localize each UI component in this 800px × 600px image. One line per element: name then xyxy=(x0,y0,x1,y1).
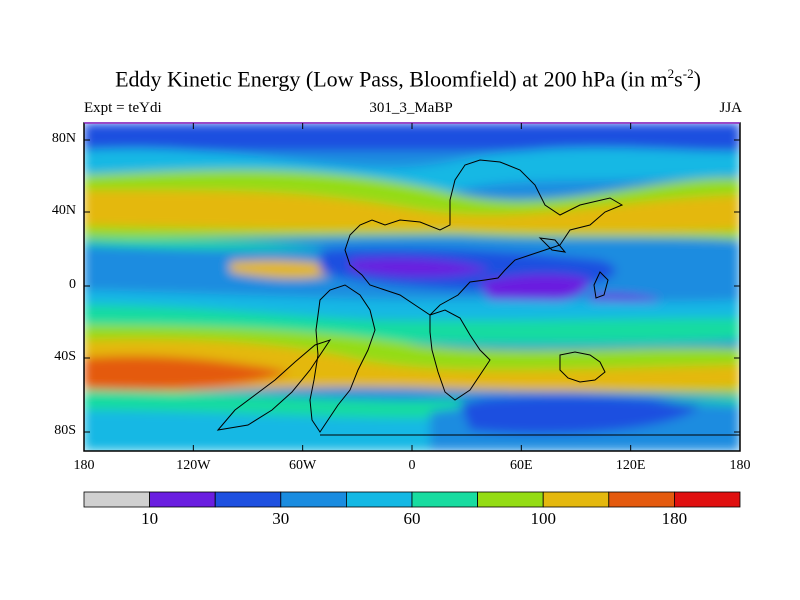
lon-tick-label: 180 xyxy=(729,458,751,473)
lat-tick-label: 0 xyxy=(69,277,76,292)
field-layer xyxy=(84,123,740,451)
colorbar-swatch xyxy=(674,491,741,508)
lon-tick-label: 60W xyxy=(289,458,317,473)
lat-tick-label: 80S xyxy=(54,423,76,438)
lat-tick-label: 40N xyxy=(51,203,76,218)
season-label: JJA xyxy=(719,100,742,116)
colorbar-swatch xyxy=(83,491,150,508)
lon-tick-label: 120E xyxy=(615,458,646,473)
experiment-label: Expt = teYdi xyxy=(84,100,162,116)
colorbar-label: 60 xyxy=(403,509,421,528)
colorbar-swatch xyxy=(411,491,478,508)
lon-tick-label: 0 xyxy=(408,458,416,473)
colorbar-label: 100 xyxy=(530,509,556,528)
colorbar-label: 10 xyxy=(141,509,159,528)
lat-tick-label: 80N xyxy=(51,131,76,146)
colorbar-swatch xyxy=(542,491,610,508)
lon-tick-label: 120W xyxy=(176,458,211,473)
lon-tick-label: 60E xyxy=(510,458,533,473)
continent-outlines xyxy=(216,159,740,436)
colorbar-swatch xyxy=(608,491,675,508)
colorbar-label: 30 xyxy=(272,509,290,528)
colorbar-swatch xyxy=(214,491,282,508)
colorbar-swatch xyxy=(280,491,347,508)
colorbar-swatch xyxy=(345,491,413,508)
lon-tick-label: 180 xyxy=(73,458,95,473)
colorbar-swatch xyxy=(477,491,544,508)
plot-title: Eddy Kinetic Energy (Low Pass, Bloomfiel… xyxy=(115,66,701,92)
axis-ticks xyxy=(83,123,741,451)
case-label: 301_3_MaBP xyxy=(369,100,453,116)
colorbar xyxy=(83,491,741,508)
colorbar-label: 180 xyxy=(661,509,688,528)
colorbar-swatch xyxy=(149,491,216,508)
lat-tick-label: 40S xyxy=(54,349,76,364)
